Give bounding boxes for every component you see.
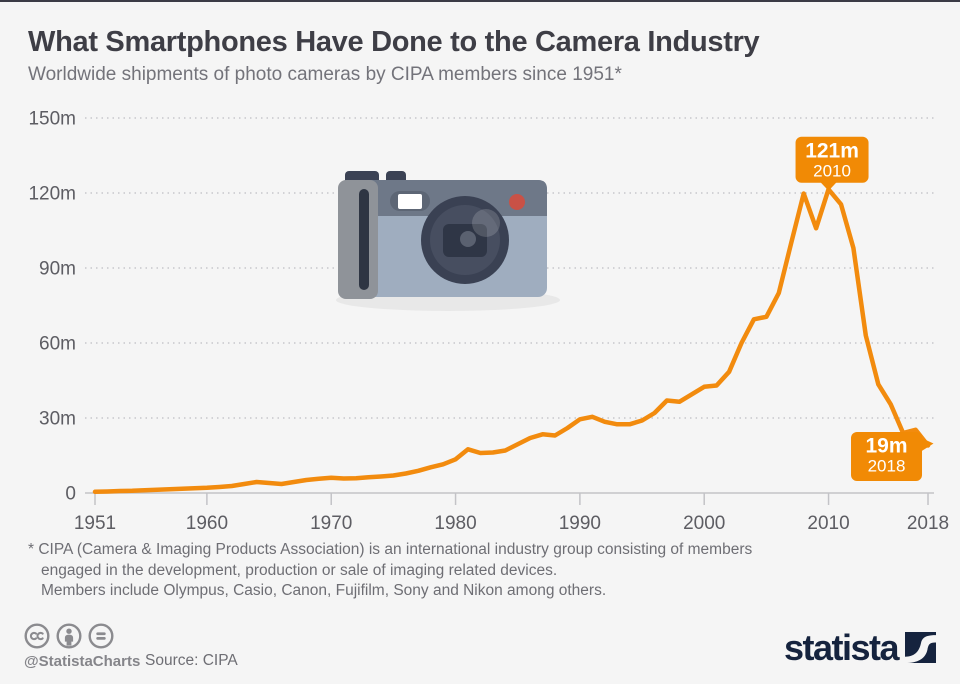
callout-value: 19m: [865, 435, 907, 458]
y-tick-label: 120m: [28, 184, 76, 205]
x-tick-label: 2010: [807, 513, 849, 534]
cc-icon: [24, 623, 50, 649]
page-title: What Smartphones Have Done to the Camera…: [28, 26, 760, 58]
callout-box: [851, 432, 923, 481]
footnote: * CIPA (Camera & Imaging Products Associ…: [28, 540, 908, 602]
attribution-icon: [56, 623, 82, 649]
equals-icon: [88, 623, 114, 649]
callout-value: 121m: [805, 139, 859, 162]
camera-illustration: [336, 171, 560, 311]
x-tick-label: 1990: [559, 513, 601, 534]
statista-logo-icon: [905, 632, 936, 663]
y-tick-label: 60m: [39, 334, 76, 355]
callout-year: 2018: [868, 457, 906, 476]
x-tick-label: 1970: [310, 513, 352, 534]
camera-lens-highlight: [472, 209, 500, 237]
source-label: Source: CIPA: [145, 652, 238, 669]
statista-wordmark: statista: [783, 627, 900, 668]
footnote-line: * CIPA (Camera & Imaging Products Associ…: [28, 541, 753, 558]
top-border: [0, 0, 960, 2]
x-tick-label: 2000: [683, 513, 725, 534]
x-tick-label: 1951: [74, 513, 116, 534]
x-tick-label: 1980: [434, 513, 476, 534]
statista-charts-handle: @StatistaCharts: [24, 653, 141, 670]
footer: @StatistaCharts Source: CIPA statista: [0, 620, 960, 680]
camera-grip: [338, 180, 378, 299]
callout-pointer: [819, 181, 838, 191]
page-subtitle: Worldwide shipments of photo cameras by …: [28, 64, 622, 85]
y-tick-label: 0: [65, 484, 76, 505]
y-tick-label: 150m: [28, 109, 76, 130]
footnote-line: Members include Olympus, Casio, Canon, F…: [41, 582, 607, 599]
y-tick-label: 90m: [39, 259, 76, 280]
x-tick-label: 1960: [186, 513, 228, 534]
shipments-line: [92, 187, 931, 495]
camera-lens-pupil: [460, 231, 476, 247]
license-icons: [24, 623, 114, 649]
statista-logo: statista: [783, 627, 936, 668]
camera-viewfinder: [398, 194, 422, 209]
callout-year: 2010: [813, 161, 851, 180]
x-tick-label: 2018: [907, 513, 949, 534]
callout-box: [795, 136, 869, 183]
footnote-line: engaged in the development, production o…: [41, 561, 558, 579]
camera-grip-bar: [359, 189, 369, 290]
y-tick-label: 30m: [39, 409, 76, 430]
camera-red-indicator: [509, 194, 525, 210]
